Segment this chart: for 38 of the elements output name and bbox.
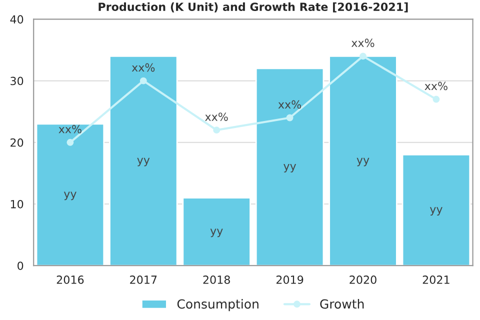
- x-tick-label: 2020: [350, 276, 376, 284]
- y-tick-label: 10: [10, 200, 24, 208]
- x-tick-label: 2016: [56, 276, 84, 284]
- x-tick-label: 2021: [422, 276, 450, 284]
- bar: [36, 123, 105, 266]
- data-label: xx%: [205, 112, 228, 121]
- data-label: xx%: [424, 82, 448, 90]
- y-tick-label: 20: [10, 138, 24, 147]
- data-label: yy: [210, 228, 223, 238]
- data-label: xx%: [132, 63, 155, 72]
- point: [432, 96, 440, 103]
- bar: [402, 154, 471, 266]
- legend-label: Consumption: [177, 299, 258, 312]
- data-label: xx%: [58, 124, 82, 134]
- y-tick-label: 40: [10, 15, 24, 24]
- chart-title: Production (K Unit) and Growth Rate [2016-2021]: [98, 2, 408, 12]
- point: [140, 77, 147, 84]
- bar: [328, 55, 398, 266]
- data-label: yy: [356, 158, 370, 166]
- bar: [109, 55, 178, 266]
- data-label: yy: [137, 158, 150, 166]
- y-tick-label: 0: [18, 262, 24, 270]
- x-tick-label: 2018: [203, 276, 230, 284]
- data-label: xx%: [278, 100, 302, 109]
- data-label: yy: [284, 164, 296, 172]
- x-tick-label: 2017: [130, 276, 157, 284]
- point: [66, 138, 74, 146]
- x-tick-label: 2019: [276, 276, 304, 284]
- y-tick-label: 30: [10, 76, 24, 86]
- data-label: yy: [64, 192, 76, 200]
- point: [286, 114, 294, 122]
- point: [360, 52, 366, 60]
- bar: [255, 68, 324, 266]
- data-label: yy: [430, 207, 442, 216]
- bar: [182, 197, 251, 266]
- point: [213, 126, 220, 134]
- data-label: xx%: [351, 38, 374, 48]
- legend-label: Growth: [320, 299, 364, 309]
